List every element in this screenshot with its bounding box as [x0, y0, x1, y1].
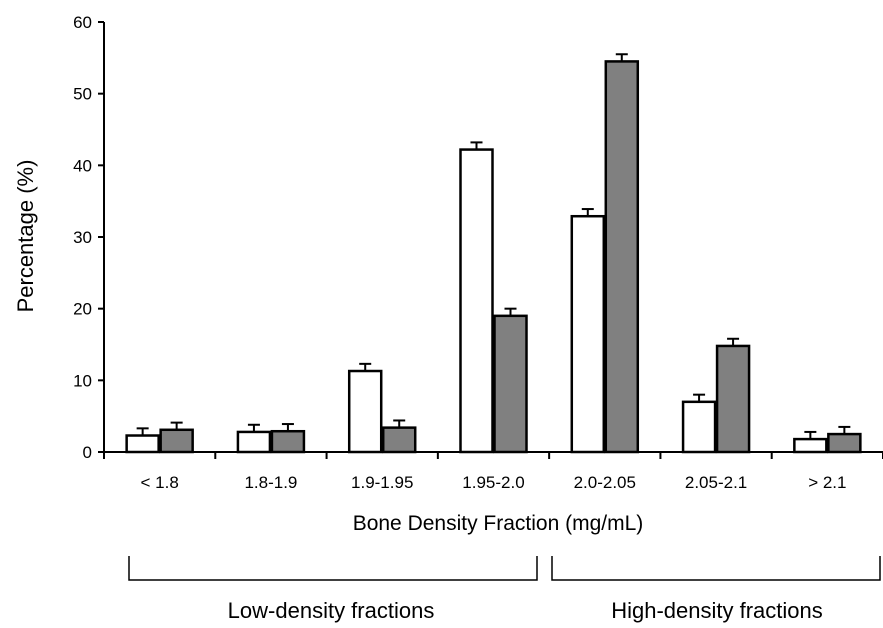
x-tick-label: < 1.8	[140, 473, 178, 492]
bar-series-1	[681, 400, 717, 454]
bar-series-2	[604, 60, 640, 454]
bars-layer	[125, 53, 862, 454]
bar-series-1	[236, 430, 272, 454]
y-tick-label: 20	[73, 300, 92, 319]
group-brackets	[128, 556, 881, 581]
group-label-high-density: High-density fractions	[611, 598, 823, 623]
bar-series-2	[715, 344, 751, 454]
x-tick-label: 1.95-2.0	[462, 473, 524, 492]
y-ticks: 0 10 20 30 40 50 60	[73, 13, 104, 462]
y-tick-label: 10	[73, 371, 92, 390]
x-tick-label: 1.8-1.9	[244, 473, 297, 492]
y-tick-label: 40	[73, 156, 92, 175]
x-tick-label: 2.0-2.05	[574, 473, 636, 492]
x-tick-label: 2.05-2.1	[685, 473, 747, 492]
bracket-low-density	[128, 556, 538, 581]
bar-series-2	[381, 426, 417, 454]
bracket-high-density	[551, 556, 881, 581]
group-label-low-density: Low-density fractions	[228, 598, 435, 623]
y-tick-label: 0	[83, 443, 92, 462]
x-tick-label: 1.9-1.95	[351, 473, 413, 492]
bar-series-1	[125, 434, 160, 454]
x-axis-title: Bone Density Fraction (mg/mL)	[353, 512, 644, 535]
y-tick-label: 50	[73, 85, 92, 104]
y-tick-label: 30	[73, 228, 92, 247]
y-tick-label: 60	[73, 13, 92, 32]
bar-series-1	[459, 148, 494, 454]
x-ticks: < 1.8 1.8-1.9 1.9-1.95 1.95-2.0 2.0-2.05 2.05…	[103, 452, 883, 492]
bar-series-2	[827, 432, 862, 454]
bar-series-2	[270, 429, 306, 454]
bar-series-1	[570, 214, 606, 454]
y-axis-title: Percentage (%)	[13, 160, 38, 313]
bar-series-2	[493, 314, 528, 454]
bar-series-2	[159, 428, 194, 454]
x-tick-label: > 2.1	[808, 473, 846, 492]
bar-series-1	[347, 369, 383, 454]
bar-series-1	[793, 437, 828, 454]
